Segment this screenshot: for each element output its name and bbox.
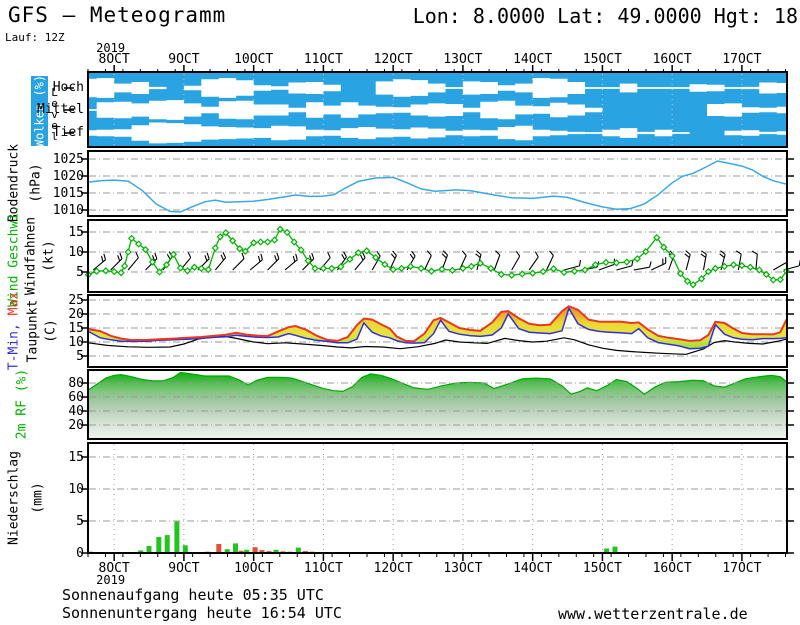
wind-panel: 5 10 15 bbox=[68, 219, 800, 293]
svg-text:16OCT: 16OCT bbox=[653, 52, 692, 67]
svg-text:60: 60 bbox=[68, 390, 84, 405]
svg-text:5: 5 bbox=[76, 514, 84, 529]
location-info: Lon: 8.0000 Lat: 49.0000 Hgt: 18 bbox=[412, 4, 798, 28]
svg-text:5: 5 bbox=[76, 265, 84, 280]
wind-axis-unit: (kt) bbox=[41, 240, 57, 272]
cloud-level-tief: Tief bbox=[52, 125, 84, 140]
temp-max-axis-title: Max bbox=[6, 291, 22, 316]
svg-text:14OCT: 14OCT bbox=[513, 52, 552, 67]
svg-text:5: 5 bbox=[76, 349, 84, 364]
model-run-label: Lauf: 12Z bbox=[5, 31, 65, 44]
svg-text:15OCT: 15OCT bbox=[583, 52, 622, 67]
level-label: Level bbox=[48, 86, 61, 141]
sunset-info: Sonnenuntergang heute 16:54 UTC bbox=[62, 604, 342, 622]
svg-text:8OCT: 8OCT bbox=[99, 561, 130, 576]
pressure-panel: 1010 1015 1020 1025 bbox=[53, 150, 794, 218]
svg-text:16OCT: 16OCT bbox=[653, 561, 692, 576]
bottom-axis: 8OCT 9OCT 10OCT 11OCT 12OCT 13OCT 14OCT 15OCT 16… bbox=[87, 553, 786, 587]
svg-text:14OCT: 14OCT bbox=[513, 561, 552, 576]
svg-text:1015: 1015 bbox=[53, 186, 84, 201]
clouds-axis-title-box: Wolken (%) bbox=[31, 75, 48, 147]
svg-text:12OCT: 12OCT bbox=[374, 52, 413, 67]
svg-text:8OCT: 8OCT bbox=[99, 52, 130, 67]
page-title: GFS – Meteogramm bbox=[8, 3, 227, 27]
svg-text:1010: 1010 bbox=[53, 203, 84, 218]
clouds-panel bbox=[64, 71, 795, 148]
svg-text:40: 40 bbox=[68, 404, 84, 419]
svg-text:13OCT: 13OCT bbox=[443, 52, 482, 67]
precip-axis-title: Niederschlag bbox=[6, 451, 22, 545]
svg-text:10: 10 bbox=[68, 482, 84, 497]
svg-text:20: 20 bbox=[68, 307, 84, 322]
svg-text:0: 0 bbox=[76, 546, 84, 561]
svg-text:2019: 2019 bbox=[96, 573, 125, 587]
wind-barbs-axis-title: Windfahnen bbox=[23, 216, 39, 296]
svg-text:15: 15 bbox=[68, 450, 84, 465]
svg-text:10OCT: 10OCT bbox=[234, 52, 273, 67]
svg-text:20: 20 bbox=[68, 418, 84, 433]
svg-text:10: 10 bbox=[68, 245, 84, 260]
svg-text:15: 15 bbox=[68, 225, 84, 240]
svg-text:9OCT: 9OCT bbox=[168, 52, 199, 67]
svg-text:10: 10 bbox=[68, 335, 84, 350]
svg-text:1025: 1025 bbox=[53, 152, 84, 167]
svg-text:17OCT: 17OCT bbox=[722, 561, 761, 576]
svg-text:2019: 2019 bbox=[96, 41, 125, 55]
svg-text:1020: 1020 bbox=[53, 169, 84, 184]
temp-axis-unit: (C) bbox=[43, 319, 59, 343]
pressure-axis-unit: (hPa) bbox=[28, 163, 44, 203]
sunrise-info: Sonnenaufgang heute 05:35 UTC bbox=[62, 586, 324, 604]
precipitation-panel: 0 5 10 15 bbox=[68, 442, 794, 561]
svg-text:80: 80 bbox=[68, 376, 84, 391]
svg-text:10OCT: 10OCT bbox=[234, 561, 273, 576]
svg-text:15: 15 bbox=[68, 321, 84, 336]
svg-text:15OCT: 15OCT bbox=[583, 561, 622, 576]
precip-axis-unit: (mm) bbox=[30, 482, 46, 514]
temp-min-axis-title: T-Min, bbox=[6, 323, 22, 371]
svg-text:13OCT: 13OCT bbox=[443, 561, 482, 576]
humidity-axis-title: 2m RF (%) bbox=[14, 368, 30, 440]
svg-text:25: 25 bbox=[68, 293, 84, 308]
website-credit: www.wetterzentrale.de bbox=[558, 605, 748, 623]
svg-text:12OCT: 12OCT bbox=[374, 561, 413, 576]
svg-text:9OCT: 9OCT bbox=[168, 561, 199, 576]
svg-text:17OCT: 17OCT bbox=[722, 52, 761, 67]
cloud-level-mittel: Mittel bbox=[37, 102, 84, 117]
svg-text:11OCT: 11OCT bbox=[304, 52, 343, 67]
dewpoint-axis-title: Taupunkt bbox=[25, 299, 41, 363]
cloud-level-hoch: Hoch bbox=[52, 80, 84, 95]
svg-text:11OCT: 11OCT bbox=[304, 561, 343, 576]
